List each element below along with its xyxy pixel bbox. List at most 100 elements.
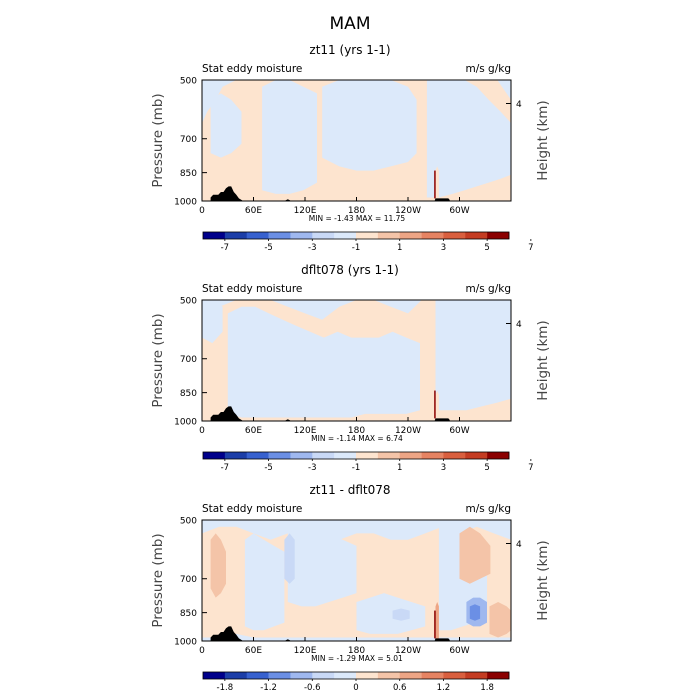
colorbar-label: 1.8 xyxy=(480,683,494,693)
contour-region-2 xyxy=(202,300,223,344)
colorbar-swatch xyxy=(246,672,269,679)
colorbar-swatch xyxy=(312,452,335,459)
colorbar-swatch xyxy=(487,232,510,239)
ylabel-pressure: Pressure (mb) xyxy=(150,533,166,627)
colorbar-swatch xyxy=(334,232,357,239)
xtick-label: 120W xyxy=(395,206,421,216)
colorbar-swatch xyxy=(290,232,313,239)
ytick-label: 850 xyxy=(180,609,197,619)
xtick-label: 0 xyxy=(199,206,205,216)
min-max-stats: MIN = -1.43 MAX = 11.75 xyxy=(309,214,406,223)
colorbar-label: 3 xyxy=(441,243,446,253)
colorbar-label: -1.8 xyxy=(217,683,234,693)
xtick-label: 120E xyxy=(294,646,317,656)
terrain-edge xyxy=(434,170,436,199)
contour-region-12 xyxy=(469,604,481,621)
panel-title: dflt078 (yrs 1-1) xyxy=(301,263,399,277)
colorbar-swatch xyxy=(443,672,466,679)
colorbar-swatch xyxy=(246,232,269,239)
chart-panel-2: dflt078 (yrs 1-1) Stat eddy moisture m/s g… xyxy=(150,263,551,473)
colorbar-swatch xyxy=(443,232,466,239)
contour-region-8 xyxy=(489,602,511,638)
colorbar-swatch xyxy=(356,452,379,459)
colorbar-swatch xyxy=(290,452,313,459)
variable-label: Stat eddy moisture xyxy=(202,283,302,295)
xtick-label: 60W xyxy=(449,646,469,656)
ytick-right-label: 4 xyxy=(516,540,522,550)
ylabel-pressure: Pressure (mb) xyxy=(150,313,166,407)
colorbar-swatch xyxy=(465,672,488,679)
colorbar-swatch xyxy=(203,232,226,239)
colorbar-label: -0.6 xyxy=(304,683,321,693)
contour-region-7 xyxy=(459,526,491,584)
colorbar-swatch xyxy=(312,232,335,239)
colorbar-label: 3 xyxy=(441,463,446,473)
colorbar-swatch xyxy=(421,232,444,239)
colorbar-label: -1 xyxy=(352,243,360,253)
colorbar-label: 0.6 xyxy=(393,683,407,693)
colorbar-label: -7 xyxy=(221,463,229,473)
colorbar: -7 -5 -3 -1 1 3 5 7 xyxy=(202,451,534,473)
ylabel-pressure: Pressure (mb) xyxy=(150,93,166,187)
colorbar-label: 0 xyxy=(353,683,358,693)
ytick-label: 1000 xyxy=(174,638,197,648)
colorbar-label: 7 xyxy=(528,463,533,473)
xtick-label: 60W xyxy=(449,206,469,216)
terrain-edge xyxy=(434,610,436,639)
colorbar-swatch xyxy=(224,672,248,679)
colorbar-swatch xyxy=(487,452,510,459)
ylabel-height: Height (km) xyxy=(535,100,551,180)
variable-label: Stat eddy moisture xyxy=(202,63,302,75)
ytick-label: 500 xyxy=(180,297,197,307)
contour-region-7 xyxy=(435,166,439,201)
ylabel-height: Height (km) xyxy=(535,540,551,620)
colorbar-swatch xyxy=(203,672,226,679)
contour-region-6 xyxy=(202,172,213,196)
colorbar-label: 1 xyxy=(397,243,402,253)
contour-region-5 xyxy=(435,390,439,421)
colorbar-swatch xyxy=(443,452,466,459)
colorbar-swatch xyxy=(487,672,510,679)
units-label: m/s g/kg xyxy=(465,283,511,295)
contour-region-4 xyxy=(322,80,417,171)
colorbar-swatch xyxy=(312,672,335,679)
colorbar-swatch xyxy=(377,452,401,459)
ytick-right-label: 4 xyxy=(516,320,522,330)
colorbar-label: -1.2 xyxy=(260,683,277,693)
colorbar-swatch xyxy=(465,232,488,239)
colorbar-swatch xyxy=(356,672,379,679)
xtick-label: 180 xyxy=(348,206,365,216)
contour-region-2 xyxy=(210,93,242,158)
colorbar-label: 1 xyxy=(397,463,402,473)
xtick-label: 120E xyxy=(294,206,317,216)
terrain-edge xyxy=(434,390,436,419)
contour-field xyxy=(202,300,511,421)
ytick-label: 500 xyxy=(180,77,197,87)
contour-region-3 xyxy=(262,80,317,194)
ytick-label: 850 xyxy=(180,389,197,399)
colorbar-swatch xyxy=(224,452,248,459)
colorbar-label: 5 xyxy=(484,243,489,253)
contour-region-10 xyxy=(392,608,410,621)
contour-region-9 xyxy=(284,533,295,584)
chart-panel-1: zt11 (yrs 1-1) Stat eddy moisture m/s g/kg… xyxy=(150,43,551,253)
ytick-label: 500 xyxy=(180,517,197,527)
chart-panel-3: zt11 - dflt078 Stat eddy moisture m/s g/kg… xyxy=(150,483,551,693)
colorbar-swatch xyxy=(399,452,422,459)
colorbar-label: -7 xyxy=(221,243,229,253)
variable-label: Stat eddy moisture xyxy=(202,503,302,515)
colorbar-swatch xyxy=(268,452,291,459)
ylabel-height: Height (km) xyxy=(535,320,551,400)
colorbar-label: -5 xyxy=(264,243,272,253)
colorbar-label: 1.2 xyxy=(437,683,451,693)
colorbar-label: -3 xyxy=(308,243,316,253)
colorbar-swatch xyxy=(203,452,226,459)
contour-region-6 xyxy=(210,533,226,598)
colorbar: -1.8 -1.2 -0.6 0 0.6 1.2 1.8 xyxy=(202,671,510,693)
xtick-label: 60E xyxy=(245,646,262,656)
contour-field xyxy=(202,520,511,641)
contour-field xyxy=(202,80,511,201)
xtick-label: 120W xyxy=(395,646,421,656)
colorbar-swatch xyxy=(399,232,422,239)
